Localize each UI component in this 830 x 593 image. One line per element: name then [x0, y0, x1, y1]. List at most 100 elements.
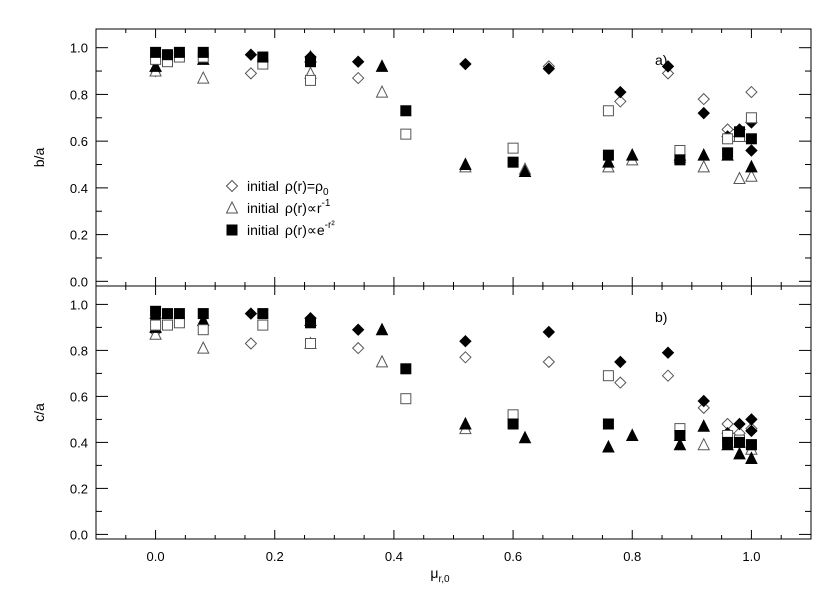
- y-axis-title: c/a: [31, 403, 47, 422]
- legend-entry: initial ρ(r)∝r-1: [247, 198, 331, 216]
- data-point-square-filled: [507, 156, 519, 168]
- data-point-diamond-open: [459, 351, 472, 364]
- data-point-square-filled: [162, 49, 173, 61]
- data-point-triangle-filled: [745, 451, 758, 464]
- data-point-square-filled: [150, 305, 162, 317]
- legend-superscript: -1: [322, 198, 331, 209]
- data-point-square-open: [507, 409, 519, 421]
- data-point-square-filled: [197, 46, 209, 58]
- data-point-diamond-open: [244, 67, 258, 80]
- data-point-square-open: [400, 128, 412, 140]
- series-square-open: [150, 51, 757, 156]
- y-tick-label: 0.0: [70, 527, 88, 542]
- data-point-diamond-open: [745, 85, 758, 99]
- legend-entry: initial ρ(r)∝e-r²: [247, 220, 335, 238]
- y-tick-label: 0.2: [70, 481, 88, 496]
- data-point-square-open: [674, 144, 686, 156]
- data-point-triangle-filled: [375, 59, 389, 72]
- data-point-triangle-filled: [697, 419, 711, 432]
- data-point-square-filled: [745, 439, 757, 451]
- data-point-square-open: [162, 319, 173, 331]
- data-point-square-filled: [173, 46, 185, 58]
- legend-prefix: initial: [247, 200, 279, 216]
- series-triangle-open: [149, 327, 758, 455]
- data-point-triangle-filled: [697, 148, 711, 161]
- data-point-square-filled: [305, 56, 316, 68]
- data-point-diamond-open: [351, 71, 365, 85]
- data-point-square-open: [745, 112, 757, 124]
- data-point-diamond-filled: [745, 424, 758, 438]
- y-tick-label: 0.6: [70, 134, 88, 149]
- series-square-filled: [150, 305, 757, 451]
- data-point-diamond-filled: [244, 307, 258, 320]
- x-axis-title: μr,0: [430, 565, 450, 585]
- x-axis-title-subscript: r,0: [438, 574, 450, 585]
- y-tick-label: 0.8: [70, 343, 88, 358]
- data-point-diamond-filled: [351, 323, 365, 336]
- data-point-square-filled: [197, 308, 209, 320]
- data-point-square-open: [305, 74, 316, 86]
- panel-b: 0.0 0.2 0.4 0.6 0.8 1.0 0.0 0.2 0.4 0.6 0.8 1.0 c/a b…: [31, 285, 812, 585]
- x-axis-title-symbol: μ: [430, 565, 438, 581]
- legend-marker-square: [226, 224, 238, 236]
- data-point-diamond-filled: [614, 355, 627, 369]
- data-point-square-filled: [305, 317, 316, 329]
- data-point-triangle-open: [375, 354, 389, 368]
- data-point-triangle-filled: [733, 446, 746, 460]
- data-point-triangle-open: [196, 70, 210, 84]
- data-point-square-open: [173, 317, 185, 329]
- data-point-square-open: [722, 133, 734, 145]
- x-tick-label: 0.6: [504, 549, 522, 564]
- series-triangle-open: [149, 63, 758, 185]
- data-point-diamond-filled: [745, 413, 758, 426]
- series-diamond-open: [149, 325, 758, 440]
- data-point-square-open: [602, 370, 614, 382]
- x-tick-label: 0.8: [623, 549, 641, 564]
- data-point-diamond-filled: [614, 85, 627, 99]
- legend-prefix: initial: [247, 222, 279, 238]
- data-point-square-filled: [400, 105, 412, 117]
- data-point-square-filled: [173, 308, 185, 320]
- legend-formula: ρ(r)=ρ: [285, 178, 323, 194]
- data-point-diamond-open: [614, 95, 627, 108]
- data-point-diamond-filled: [459, 334, 472, 348]
- y-tick-label: 0.0: [70, 274, 88, 289]
- data-point-square-filled: [722, 436, 734, 448]
- data-point-diamond-filled: [542, 62, 556, 75]
- y-tick-label: 0.6: [70, 389, 88, 404]
- legend-prefix: initial: [247, 178, 279, 194]
- data-point-triangle-open: [745, 169, 758, 182]
- panel-a: 0.00.20.40.60.81.0b/aa)initial ρ(r)=ρ0ini…: [31, 28, 812, 289]
- data-point-triangle-open: [375, 84, 389, 98]
- y-axis-title: b/a: [31, 148, 47, 168]
- series-triangle-filled: [149, 313, 758, 464]
- data-point-triangle-filled: [745, 159, 758, 173]
- y-tick-label: 0.2: [70, 228, 88, 243]
- data-point-square-open: [400, 393, 412, 405]
- data-point-diamond-filled: [459, 57, 472, 71]
- y-tick-label: 0.4: [70, 181, 88, 196]
- data-point-triangle-filled: [602, 439, 615, 453]
- data-point-triangle-open: [697, 159, 711, 173]
- data-point-triangle-open: [697, 437, 711, 451]
- data-point-triangle-filled: [673, 437, 687, 451]
- series-square-filled: [150, 46, 757, 168]
- legend-subscript: 0: [323, 187, 329, 198]
- y-tick-label: 0.8: [70, 87, 88, 102]
- data-point-triangle-filled: [625, 428, 639, 441]
- data-point-diamond-filled: [661, 346, 675, 359]
- data-point-square-filled: [734, 126, 745, 138]
- data-point-square-filled: [602, 418, 614, 430]
- legend-formula: ρ(r)∝e: [285, 222, 325, 238]
- series-diamond-filled: [244, 48, 758, 157]
- panel-label: b): [655, 309, 667, 325]
- data-point-triangle-filled: [602, 155, 615, 168]
- data-point-diamond-filled: [661, 60, 675, 73]
- y-tick-label: 1.0: [70, 297, 88, 312]
- data-point-triangle-open: [733, 171, 746, 185]
- data-point-diamond-filled: [745, 144, 758, 157]
- y-tick-label: 0.4: [70, 435, 88, 450]
- legend-marker-diamond: [225, 179, 239, 193]
- data-point-triangle-filled: [375, 322, 389, 336]
